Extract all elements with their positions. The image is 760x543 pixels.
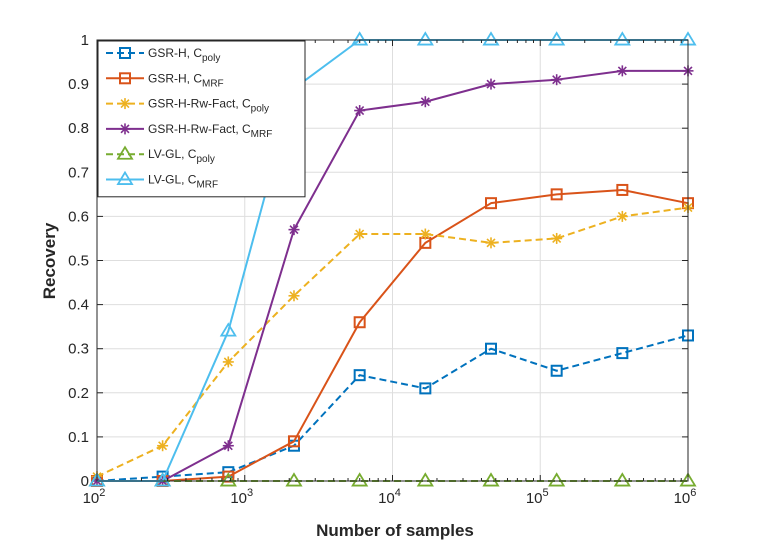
data-point-4-7: [548, 472, 566, 487]
legend-marker-1: [119, 72, 131, 85]
x-tick-label: 104: [378, 487, 401, 507]
data-point-2-2: [222, 356, 234, 368]
data-point-2-6: [485, 237, 497, 249]
data-point-0-6: [485, 342, 498, 355]
legend-entry-3: GSR-H-Rw-Fact, CMRF: [148, 122, 272, 140]
data-point-5-0: [88, 472, 106, 487]
data-point-4-2: [219, 472, 237, 487]
y-tick-label: 0: [81, 473, 89, 490]
data-point-0-5: [419, 382, 432, 395]
legend-marker-4: [116, 145, 134, 160]
x-tick-label: 102: [83, 487, 106, 507]
y-tick-label: 0.4: [68, 297, 89, 314]
data-point-4-4: [351, 472, 369, 487]
x-tick-label: 105: [526, 487, 549, 507]
data-point-3-4: [354, 105, 366, 117]
data-point-2-1: [157, 440, 169, 452]
data-point-4-3: [285, 472, 303, 487]
y-tick-label: 0.2: [68, 385, 89, 402]
data-point-3-3: [288, 224, 300, 236]
series-line-0: [96, 334, 689, 482]
data-point-5-8: [613, 31, 631, 46]
legend-box: [97, 40, 306, 198]
legend-entry-2: GSR-H-Rw-Fact, Cpoly: [148, 97, 269, 115]
legend: GSR-H, Cpoly GSR-H, CMRF GSR-H-Rw-Fact, Cp…: [97, 40, 306, 198]
data-point-3-5: [419, 96, 431, 108]
data-point-0-8: [616, 347, 629, 360]
data-point-0-7: [550, 364, 563, 377]
series-line-3: [97, 69, 688, 482]
data-point-5-5: [416, 31, 434, 46]
axes: 0 0.1 0.2 0.3 0.4 0.5 0.6 0.7 0.8 0.9 1 102 103 104 10…: [68, 32, 696, 507]
legend-marker-5: [116, 170, 134, 185]
data-point-4-6: [482, 472, 500, 487]
data-point-3-7: [551, 74, 563, 86]
y-tick-label: 0.6: [68, 208, 89, 225]
legend-entry-5: LV-GL, CMRF: [148, 173, 218, 191]
data-point-2-3: [288, 290, 300, 302]
data-point-1-3: [287, 435, 300, 448]
x-tick-label: 106: [674, 487, 697, 507]
data-point-5-4: [351, 31, 369, 46]
y-tick-label: 0.1: [68, 429, 89, 446]
data-point-2-7: [551, 232, 563, 244]
y-tick-label: 0.8: [68, 120, 89, 137]
data-point-3-8: [616, 65, 628, 77]
y-tick-label: 0.3: [68, 341, 89, 358]
y-tick-label: 0.9: [68, 76, 89, 93]
data-point-1-2: [222, 470, 235, 483]
data-point-4-9: [679, 472, 697, 487]
legend-marker-2: [119, 98, 131, 110]
data-point-2-5: [419, 228, 431, 240]
data-point-5-6: [482, 31, 500, 46]
y-tick-label: 0.5: [68, 253, 89, 270]
y-tick-label: 1: [81, 32, 89, 49]
data-point-1-6: [485, 197, 498, 210]
data-point-4-8: [613, 472, 631, 487]
series-line-1: [97, 188, 689, 482]
data-point-1-7: [550, 188, 563, 201]
plot-series: [88, 31, 697, 487]
data-point-1-8: [616, 183, 629, 196]
legend-marker-3: [119, 123, 131, 135]
data-point-3-6: [485, 78, 497, 90]
legend-entry-0: GSR-H, Cpoly: [148, 46, 220, 64]
data-point-5-7: [548, 31, 566, 46]
data-point-1-4: [353, 316, 366, 329]
data-point-0-4: [353, 369, 366, 382]
y-tick-label: 0.7: [68, 164, 89, 181]
legend-entry-4: LV-GL, Cpoly: [148, 147, 215, 165]
x-tick-label: 103: [230, 487, 253, 507]
data-point-3-2: [222, 440, 234, 452]
data-point-2-4: [354, 228, 366, 240]
legend-marker-0: [119, 47, 131, 59]
data-point-5-2: [219, 322, 237, 337]
data-point-5-1: [154, 472, 172, 487]
data-point-2-8: [616, 210, 628, 222]
data-point-4-5: [416, 472, 434, 487]
x-axis-label: Number of samples: [316, 521, 474, 540]
legend-entry-1: GSR-H, CMRF: [148, 71, 224, 89]
y-axis-label: Recovery: [40, 222, 59, 299]
